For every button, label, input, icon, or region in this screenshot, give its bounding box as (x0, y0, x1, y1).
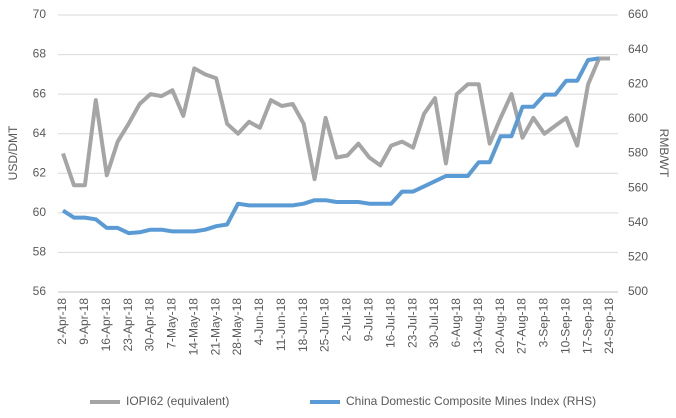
x-tick-label: 17-Sep-18 (580, 298, 594, 354)
x-tick-label: 25-Jun-18 (318, 298, 332, 352)
series-line (61, 56, 610, 188)
y2-tick-label: 520 (628, 250, 648, 264)
x-tick-label: 21-May-18 (208, 298, 222, 356)
y2-tick-label: 620 (628, 76, 648, 90)
y-tick-label: 68 (33, 47, 47, 61)
x-tick-label: 2-Jul-18 (340, 298, 354, 342)
x-tick-label: 14-May-18 (186, 298, 200, 356)
x-tick-label: 7-May-18 (165, 298, 179, 349)
y-tick-label: 70 (33, 7, 47, 21)
legend-label: China Domestic Composite Mines Index (RH… (346, 394, 596, 408)
y2-tick-label: 580 (628, 146, 648, 160)
x-tick-label: 9-Apr-18 (77, 298, 91, 345)
y-tick-label: 56 (33, 284, 47, 298)
y-tick-label: 60 (33, 205, 47, 219)
y2-tick-label: 640 (628, 42, 648, 56)
y2-tick-label: 660 (628, 7, 648, 21)
x-tick-label: 23-Jul-18 (405, 298, 419, 348)
x-tick-label: 27-Aug-18 (515, 298, 529, 354)
legend-label: IOPI62 (equivalent) (126, 394, 229, 408)
y-tick-label: 58 (33, 245, 47, 259)
x-tick-label: 6-Aug-18 (449, 298, 463, 348)
y2-axis-title: RMB/WT (657, 129, 671, 178)
x-tick-label: 9-Jul-18 (361, 298, 375, 342)
x-tick-label: 10-Sep-18 (558, 298, 572, 354)
x-tick-label: 16-Apr-18 (99, 298, 113, 352)
y2-tick-label: 600 (628, 111, 648, 125)
x-tick-label: 4-Jun-18 (252, 298, 266, 346)
x-tick-label: 18-Jun-18 (296, 298, 310, 352)
x-tick-label: 28-May-18 (230, 298, 244, 356)
x-tick-label: 13-Aug-18 (471, 298, 485, 354)
x-tick-label: 16-Jul-18 (383, 298, 397, 348)
y-axis-title: USD/DMT (6, 125, 20, 180)
x-tick-label: 2-Apr-18 (55, 298, 69, 345)
series-line (61, 56, 600, 236)
y2-tick-label: 500 (628, 284, 648, 298)
x-tick-label: 30-Apr-18 (143, 298, 157, 352)
x-tick-label: 20-Aug-18 (493, 298, 507, 354)
x-tick-label: 23-Apr-18 (121, 298, 135, 352)
y-tick-label: 64 (33, 126, 47, 140)
y2-tick-label: 560 (628, 180, 648, 194)
y-tick-label: 62 (33, 165, 47, 179)
y2-tick-label: 540 (628, 215, 648, 229)
x-tick-label: 24-Sep-18 (602, 298, 616, 354)
x-tick-label: 11-Jun-18 (274, 298, 288, 351)
x-tick-label: 3-Sep-18 (537, 298, 551, 348)
x-tick-label: 30-Jul-18 (427, 298, 441, 348)
y-tick-label: 66 (33, 86, 47, 100)
